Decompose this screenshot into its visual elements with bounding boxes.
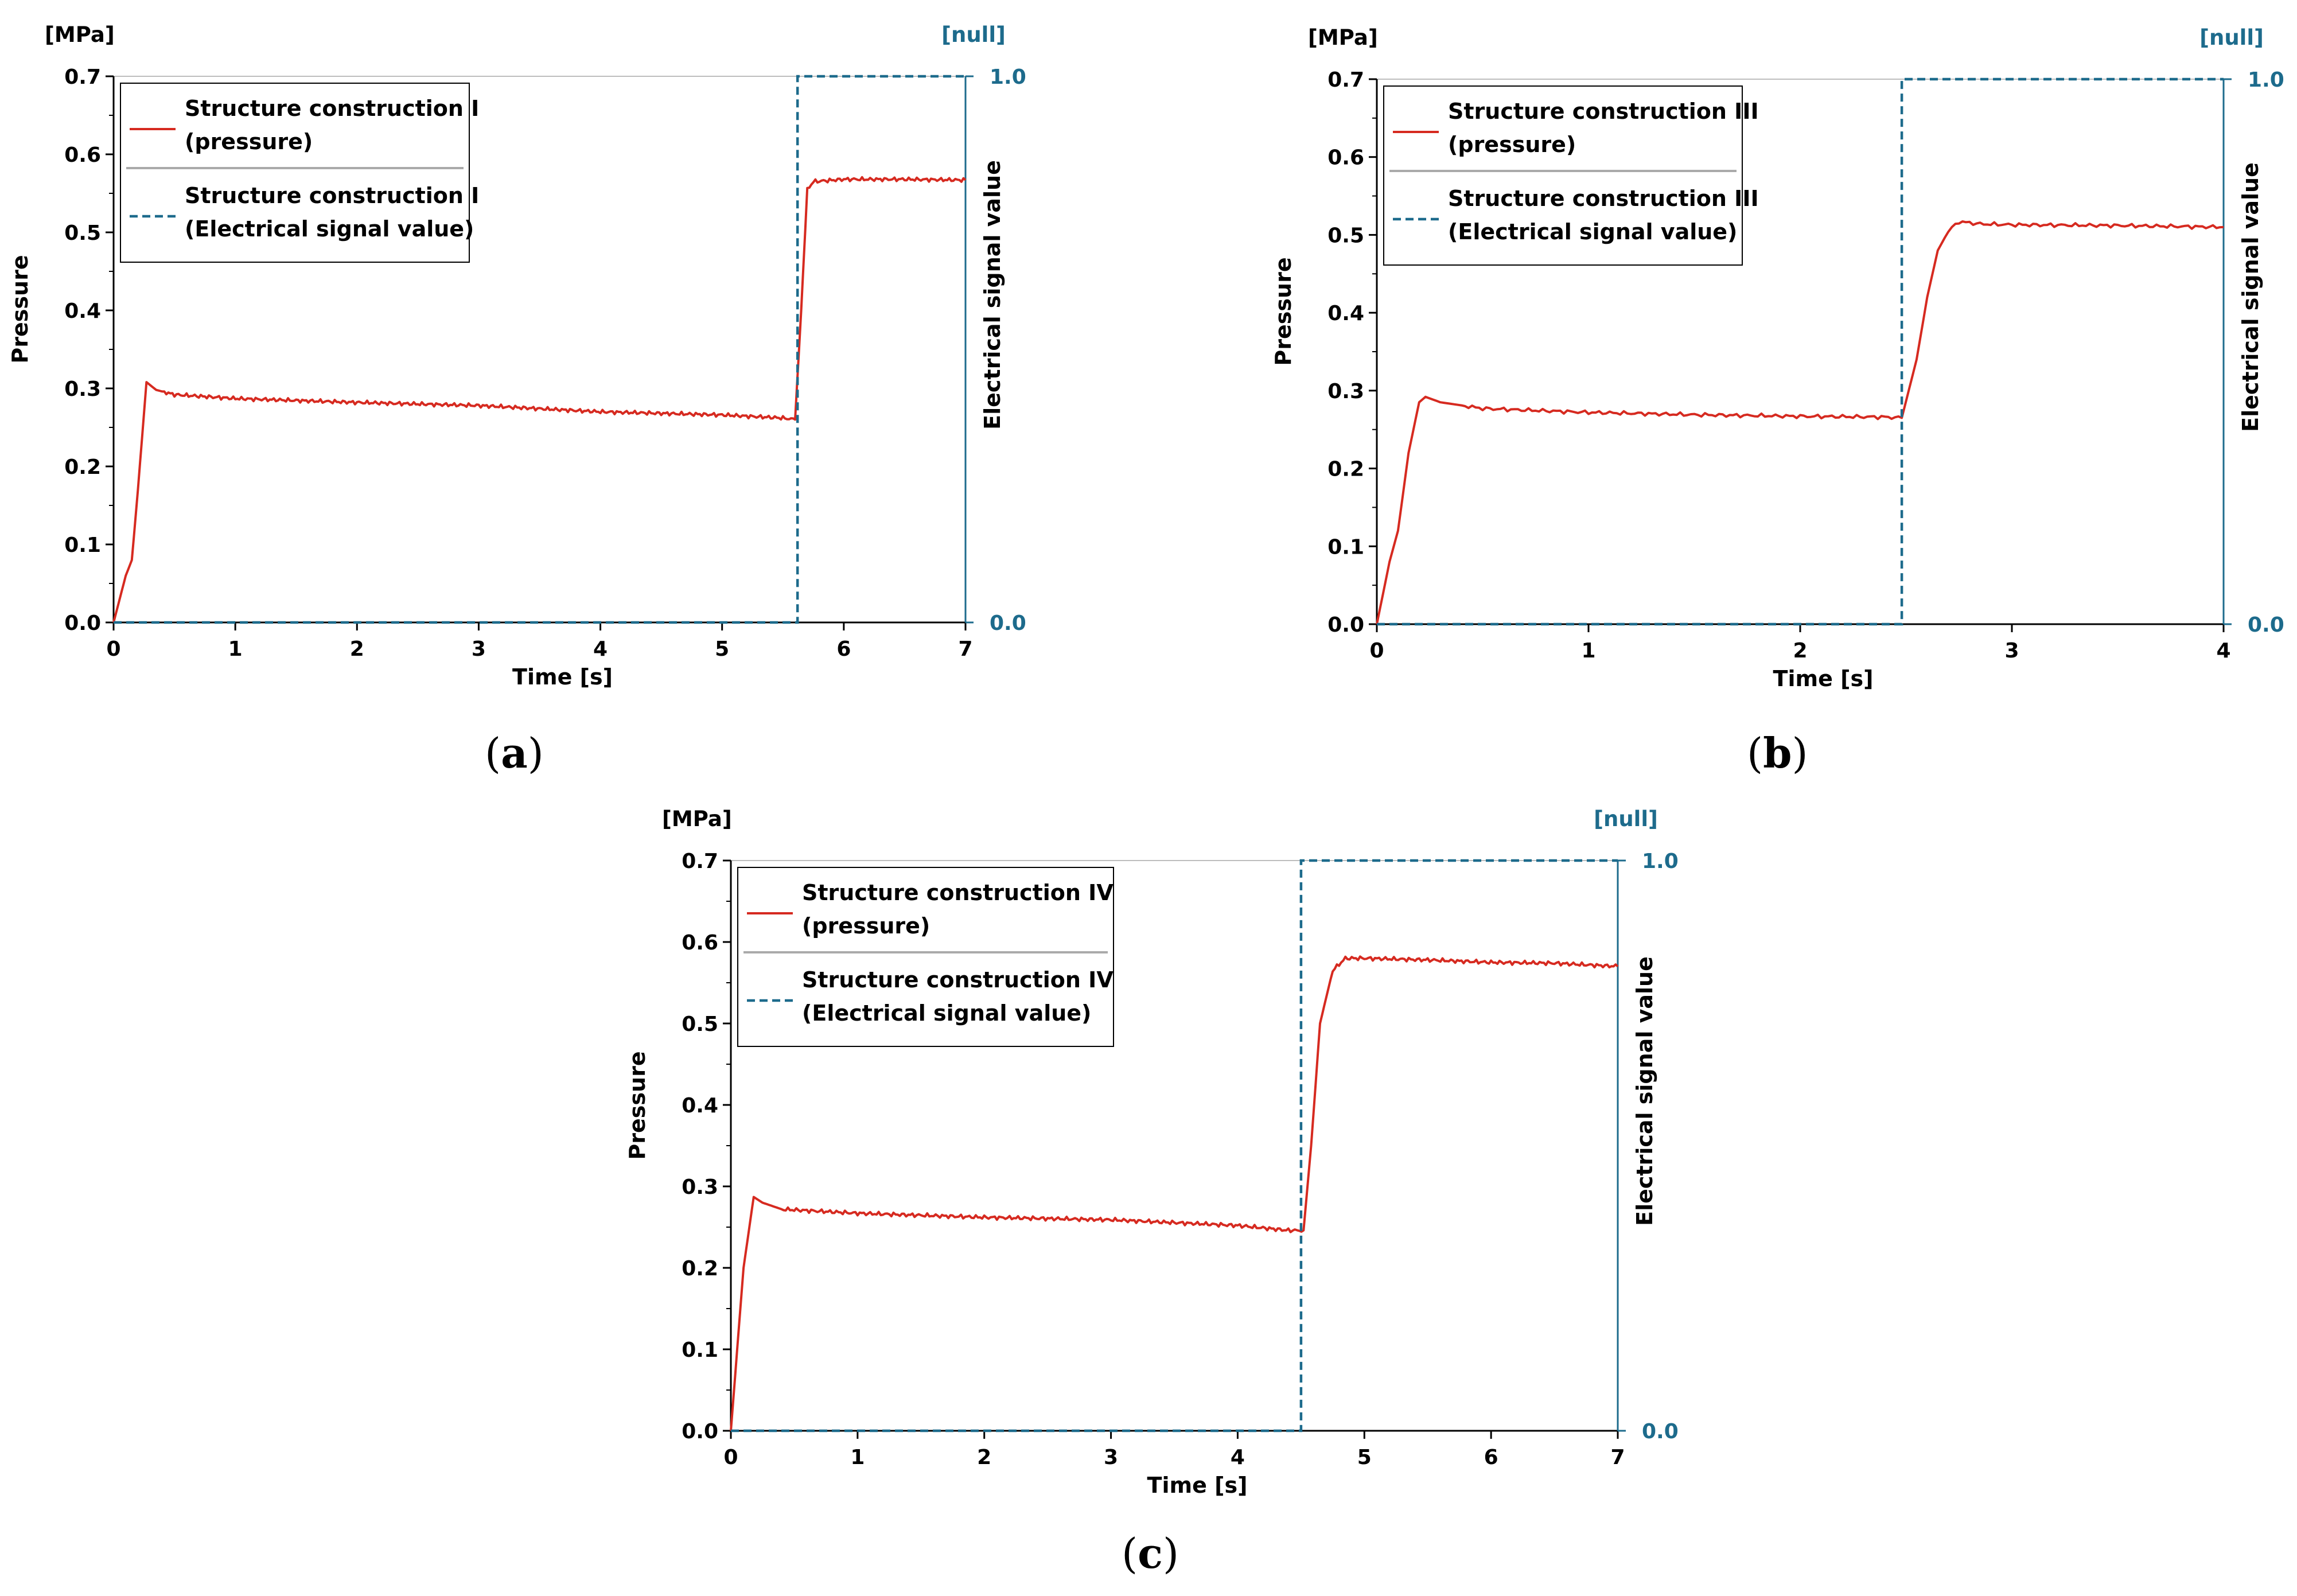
y2-axis-title: Electrical signal value [980,160,1005,430]
y2-axis-title: Electrical signal value [1632,956,1657,1226]
y-tick-label: 0.0 [682,1420,718,1443]
legend-box [1383,85,1743,266]
x-axis-title: Time [s] [512,664,613,690]
y-unit-label: [MPa] [1308,25,1378,50]
x-tick-label: 7 [1610,1446,1625,1469]
series-electrical-signal-line [1377,77,2224,626]
y2-tick-label: 0.0 [2248,613,2284,637]
y2-tick-label: 1.0 [1642,850,1679,873]
y2-unit-label: [null] [1594,807,1658,831]
panel-a-caption: (a) [485,729,544,777]
y-tick-label: 0.0 [64,612,101,635]
y-tick-label: 0.3 [64,377,101,401]
y-unit-label: [MPa] [662,807,732,831]
y-axis-title: Pressure [7,255,33,363]
y-tick-label: 0.5 [682,1013,718,1036]
x-tick-label: 6 [836,637,851,661]
legend-pressure-label-2: (pressure) [1448,132,1576,157]
x-tick-label: 3 [2004,639,2019,663]
x-tick-label: 4 [1231,1446,1245,1469]
y-tick-label: 0.2 [1327,458,1364,481]
y-tick-label: 0.2 [64,456,101,479]
x-tick-label: 6 [1484,1446,1498,1469]
legend: Structure construction I (pressure) Struct… [120,83,479,263]
y-tick-label: 0.1 [64,534,101,557]
x-tick-label: 5 [715,637,729,661]
chart-panel-c: 0.0 0.1 0.2 0.3 0.4 0.5 0.6 0.7 0 1 2 3 4 5 6 7 0.0 1.0 [M… [617,783,1679,1498]
panel-b-caption: (b) [1747,729,1808,777]
y-tick-label: 0.7 [682,850,718,873]
legend-signal-label: Structure construction IV [802,967,1114,992]
series-pressure-line [1376,220,2224,625]
legend-signal-label-2: (Electrical signal value) [185,216,474,242]
x-axis-title: Time [s] [1147,1473,1248,1498]
y-tick-label: 0.6 [1327,146,1364,170]
series-electrical-signal-line [731,859,1618,1432]
y-tick-label: 0.1 [1327,535,1364,559]
legend: Structure construction III (pressure) Stru… [1383,85,1759,266]
legend-pressure-label: Structure construction IV [802,880,1114,905]
x-tick-label: 7 [958,637,972,661]
y2-axis-title: Electrical signal value [2238,162,2263,432]
x-tick-label: 5 [1357,1446,1372,1469]
y-tick-label: 0.7 [64,65,101,89]
y-tick-label: 0.7 [1327,68,1364,92]
y-tick-label: 0.2 [682,1257,718,1280]
x-tick-label: 1 [1581,639,1595,663]
x-tick-label: 0 [1369,639,1384,663]
x-tick-label: 1 [850,1446,865,1469]
y-tick-label: 0.6 [682,931,718,955]
y-axis-title: Pressure [1271,257,1296,365]
y-tick-label: 0.4 [1327,302,1364,325]
y2-tick-label: 1.0 [990,65,1026,89]
x-tick-label: 0 [723,1446,738,1469]
x-tick-label: 0 [106,637,120,661]
y-axis-title: Pressure [625,1051,650,1159]
x-tick-label: 3 [472,637,486,661]
y-tick-label: 0.5 [1327,224,1364,247]
x-tick-label: 4 [593,637,608,661]
y2-unit-label: [null] [2199,25,2264,50]
legend-signal-label-2: (Electrical signal value) [802,1001,1091,1026]
legend-pressure-label: Structure construction I [185,96,479,121]
panel-c-caption: (c) [1122,1529,1179,1578]
x-tick-label: 2 [350,637,364,661]
chart-panel-a: 0.0 0.1 0.2 0.3 0.4 0.5 0.6 0.7 0 1 2 3 4 5 6 7 0.0 1.0 [M… [0,0,1026,690]
legend-signal-label-2: (Electrical signal value) [1448,219,1737,244]
x-axis-title: Time [s] [1773,666,1874,691]
x-tick-label: 2 [1793,639,1807,663]
x-tick-label: 2 [977,1446,991,1469]
y2-tick-label: 0.0 [1642,1420,1679,1443]
y-tick-label: 0.3 [1327,380,1364,403]
x-tick-label: 4 [2216,639,2230,663]
y-unit-label: [MPa] [45,22,115,47]
x-tick-label: 3 [1104,1446,1118,1469]
legend-signal-label: Structure construction I [185,183,479,208]
y-tick-label: 0.4 [682,1094,718,1118]
series-electrical-signal-line [114,75,965,624]
series-pressure-line [730,955,1619,1431]
legend-pressure-label-2: (pressure) [802,913,930,939]
y2-tick-label: 1.0 [2248,68,2284,92]
y-tick-label: 0.6 [64,143,101,167]
chart-c: 0.0 0.1 0.2 0.3 0.4 0.5 0.6 0.7 0 1 2 3 4 5 6 7 0.0 1.0 [M… [625,807,1679,1498]
chart-a: 0.0 0.1 0.2 0.3 0.4 0.5 0.6 0.7 0 1 2 3 4 5 6 7 0.0 1.0 [M… [7,22,1026,690]
chart-panel-b: 0.0 0.1 0.2 0.3 0.4 0.5 0.6 0.7 0 1 2 3 4 0.0 1.0 [MPa]… [1262,0,2284,691]
legend-box [120,83,470,263]
y-tick-label: 0.1 [682,1338,718,1362]
chart-b: 0.0 0.1 0.2 0.3 0.4 0.5 0.6 0.7 0 1 2 3 4 0.0 1.0 [MPa]… [1271,25,2284,691]
y-tick-label: 0.5 [64,221,101,245]
y2-tick-label: 0.0 [990,612,1026,635]
y-tick-label: 0.4 [64,299,101,323]
series-pressure-line [112,176,967,623]
y2-unit-label: [null] [941,22,1006,47]
y-tick-label: 0.0 [1327,613,1364,637]
y-tick-label: 0.3 [682,1175,718,1199]
legend: Structure construction IV (pressure) Struc… [737,867,1114,1047]
legend-box [737,867,1114,1047]
legend-signal-label: Structure construction III [1448,186,1759,211]
legend-pressure-label-2: (pressure) [185,129,313,154]
x-tick-label: 1 [228,637,243,661]
legend-pressure-label: Structure construction III [1448,99,1759,124]
